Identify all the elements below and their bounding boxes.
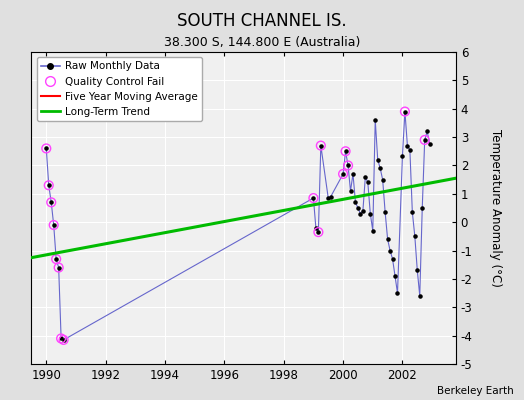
Point (52, 256, 60, 262)
Point (381, 209, 389, 216)
Point (403, 142, 412, 149)
Point (368, 228, 377, 234)
Point (309, 195, 318, 201)
Point (406, 147, 414, 153)
Point (423, 128, 431, 135)
Point (376, 165, 385, 172)
Legend: Raw Monthly Data, Quality Control Fail, Five Year Moving Average, Long-Term Tren: Raw Monthly Data, Quality Control Fail, … (37, 57, 202, 121)
Point (59, 337, 68, 343)
Point (324, 195, 332, 201)
Point (316, 142, 325, 149)
Point (384, 236, 392, 242)
Point (339, 171, 347, 177)
Point (49, 222, 58, 228)
Text: Berkeley Earth: Berkeley Earth (437, 386, 514, 396)
Text: 38.300 S, 144.800 E (Australia): 38.300 S, 144.800 E (Australia) (164, 36, 360, 49)
Point (374, 156, 382, 163)
Point (42, 145, 50, 152)
Point (421, 137, 429, 143)
Point (316, 142, 325, 149)
Point (47, 199, 56, 206)
Point (351, 199, 359, 206)
Point (356, 210, 365, 217)
Point (54, 264, 63, 271)
Point (391, 273, 399, 279)
Point (364, 179, 372, 186)
Point (45, 182, 53, 188)
Point (314, 229, 323, 235)
Point (54, 264, 63, 271)
Point (339, 171, 347, 177)
Point (312, 225, 320, 231)
Point (411, 233, 419, 240)
Point (326, 194, 335, 200)
Point (57, 335, 66, 342)
Text: SOUTH CHANNEL IS.: SOUTH CHANNEL IS. (177, 12, 347, 30)
Point (49, 222, 58, 228)
Point (413, 267, 421, 274)
Point (371, 117, 379, 123)
Point (394, 290, 402, 296)
Point (346, 188, 355, 194)
Point (361, 174, 369, 180)
Point (354, 205, 362, 211)
Point (52, 256, 60, 262)
Point (309, 195, 318, 201)
Point (45, 182, 53, 188)
Point (59, 337, 68, 343)
Point (416, 293, 424, 299)
Point (341, 148, 350, 154)
Point (349, 171, 357, 177)
Point (344, 162, 352, 169)
Point (401, 108, 409, 115)
Point (398, 152, 407, 159)
Point (386, 247, 394, 254)
Y-axis label: Temperature Anomaly (°C): Temperature Anomaly (°C) (489, 129, 503, 287)
Point (341, 148, 350, 154)
Point (401, 108, 409, 115)
Point (378, 176, 387, 183)
Point (57, 335, 66, 342)
Point (366, 210, 375, 217)
Point (418, 205, 427, 211)
Point (359, 208, 367, 214)
Point (47, 199, 56, 206)
Point (344, 162, 352, 169)
Point (425, 141, 434, 147)
Point (408, 209, 417, 216)
Point (421, 137, 429, 143)
Point (42, 145, 50, 152)
Point (388, 256, 397, 262)
Point (314, 229, 323, 235)
